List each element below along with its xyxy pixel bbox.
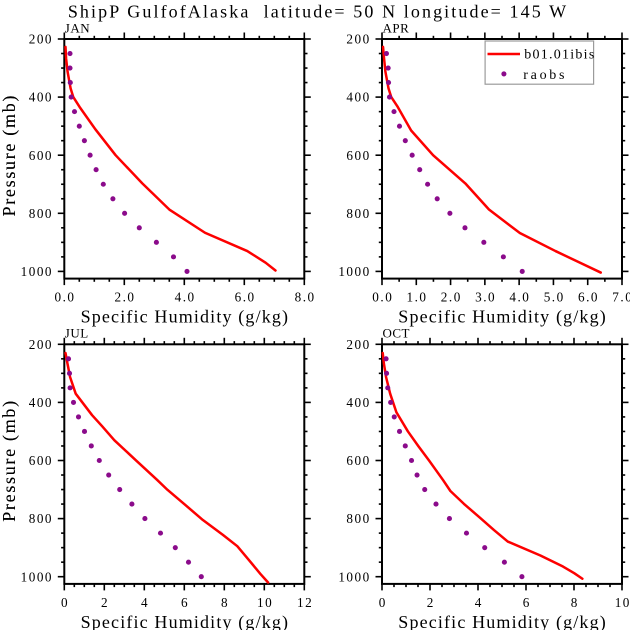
svg-text:8: 8: [221, 595, 228, 610]
svg-text:0.0: 0.0: [55, 290, 76, 305]
svg-text:800: 800: [346, 206, 370, 221]
svg-text:b01.01ibis: b01.01ibis: [524, 47, 595, 62]
svg-text:Pressure (mb): Pressure (mb): [0, 94, 20, 217]
svg-text:1.0: 1.0: [407, 290, 428, 305]
svg-text:Specific Humidity (g/kg): Specific Humidity (g/kg): [398, 612, 607, 630]
svg-text:400: 400: [346, 90, 370, 105]
svg-text:7.0: 7.0: [612, 290, 630, 305]
svg-text:1000: 1000: [21, 264, 53, 279]
svg-text:1000: 1000: [21, 569, 53, 584]
svg-text:400: 400: [29, 395, 53, 410]
svg-text:10: 10: [257, 595, 273, 610]
svg-text:200: 200: [29, 337, 53, 352]
svg-text:2: 2: [101, 595, 108, 610]
svg-text:2: 2: [427, 595, 434, 610]
svg-text:OCT: OCT: [383, 326, 411, 341]
svg-text:600: 600: [29, 453, 53, 468]
svg-text:1000: 1000: [338, 264, 370, 279]
svg-text:8.0: 8.0: [295, 290, 316, 305]
svg-text:4: 4: [475, 595, 482, 610]
svg-text:Pressure (mb): Pressure (mb): [0, 399, 20, 522]
svg-text:6: 6: [181, 595, 188, 610]
svg-text:JAN: JAN: [65, 20, 90, 35]
svg-text:raobs: raobs: [523, 68, 567, 83]
svg-text:0: 0: [61, 595, 68, 610]
svg-text:ShipP GulfofAlaska latitude=: ShipP GulfofAlaska latitude= 50 N longit…: [68, 2, 568, 22]
svg-text:200: 200: [346, 32, 370, 47]
svg-text:4.0: 4.0: [509, 290, 530, 305]
svg-text:4: 4: [141, 595, 148, 610]
svg-text:Specific Humidity (g/kg): Specific Humidity (g/kg): [81, 612, 290, 630]
svg-text:8: 8: [571, 595, 578, 610]
svg-text:1000: 1000: [338, 569, 370, 584]
svg-text:Specific Humidity (g/kg): Specific Humidity (g/kg): [81, 307, 290, 328]
svg-text:400: 400: [29, 90, 53, 105]
svg-text:0: 0: [379, 595, 386, 610]
svg-text:12: 12: [297, 595, 313, 610]
svg-text:Pressure (mb): Pressure (mb): [0, 399, 20, 522]
svg-text:10: 10: [615, 595, 630, 610]
svg-text:600: 600: [29, 148, 53, 163]
svg-text:6: 6: [523, 595, 530, 610]
svg-text:2.0: 2.0: [115, 290, 136, 305]
svg-text:3.0: 3.0: [475, 290, 496, 305]
svg-text:JUL: JUL: [65, 326, 89, 341]
svg-text:800: 800: [29, 206, 53, 221]
svg-text:600: 600: [346, 453, 370, 468]
svg-text:200: 200: [29, 32, 53, 47]
svg-text:Pressure (mb): Pressure (mb): [0, 94, 20, 217]
svg-text:600: 600: [346, 148, 370, 163]
svg-text:Specific Humidity (g/kg): Specific Humidity (g/kg): [398, 307, 607, 328]
svg-text:4.0: 4.0: [175, 290, 196, 305]
svg-text:6.0: 6.0: [578, 290, 599, 305]
svg-text:800: 800: [29, 511, 53, 526]
svg-text:2.0: 2.0: [441, 290, 462, 305]
svg-text:200: 200: [346, 337, 370, 352]
svg-text:5.0: 5.0: [544, 290, 565, 305]
svg-text:6.0: 6.0: [235, 290, 256, 305]
svg-text:800: 800: [346, 511, 370, 526]
svg-text:APR: APR: [383, 20, 410, 35]
svg-text:400: 400: [346, 395, 370, 410]
svg-text:0.0: 0.0: [372, 290, 393, 305]
